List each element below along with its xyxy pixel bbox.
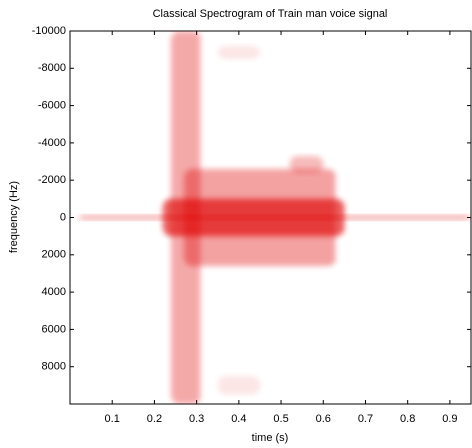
spectral-energy bbox=[217, 376, 260, 395]
x-tick-label: 0.3 bbox=[189, 413, 204, 425]
y-tick-label: 2000 bbox=[42, 249, 66, 261]
x-tick-label: 0.6 bbox=[316, 413, 331, 425]
y-tick-label: -10000 bbox=[32, 25, 66, 37]
spectral-energy bbox=[217, 45, 260, 59]
spectrogram bbox=[78, 31, 471, 404]
x-tick-label: 0.2 bbox=[147, 413, 162, 425]
spectral-energy bbox=[289, 155, 324, 173]
y-tick-label: -6000 bbox=[38, 100, 66, 112]
y-tick-label: -2000 bbox=[38, 174, 66, 186]
x-tick-label: 0.4 bbox=[231, 413, 246, 425]
y-tick-label: 4000 bbox=[42, 286, 66, 298]
y-tick-label: 0 bbox=[60, 211, 66, 223]
x-tick-label: 0.8 bbox=[400, 413, 415, 425]
x-tick-label: 0.5 bbox=[273, 413, 288, 425]
x-tick-label: 0.9 bbox=[442, 413, 457, 425]
x-tick-label: 0.7 bbox=[358, 413, 373, 425]
y-tick-label: -8000 bbox=[38, 62, 66, 74]
chart-title: Classical Spectrogram of Train man voice… bbox=[153, 8, 388, 20]
y-tick-label: 8000 bbox=[42, 361, 66, 373]
x-axis-label: time (s) bbox=[252, 432, 289, 444]
y-axis-label: frequency (Hz) bbox=[8, 181, 20, 253]
y-tick-label: -4000 bbox=[38, 137, 66, 149]
x-tick-label: 0.1 bbox=[105, 413, 120, 425]
y-tick-label: 6000 bbox=[42, 323, 66, 335]
spectral-energy bbox=[162, 198, 345, 237]
